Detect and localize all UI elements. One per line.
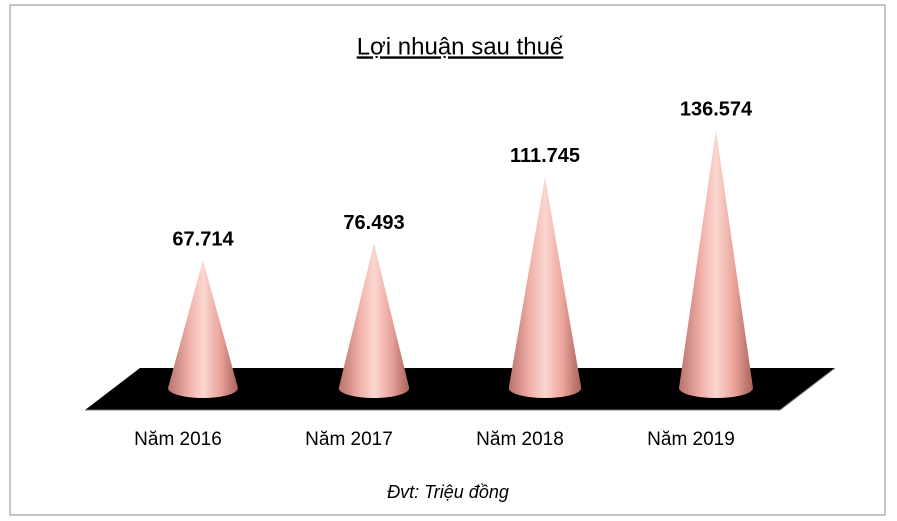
floor-edge bbox=[85, 367, 836, 411]
unit-note: Đvt: Triệu đồng bbox=[387, 482, 509, 502]
cone bbox=[679, 130, 753, 398]
x-tick-label: Năm 2018 bbox=[476, 429, 564, 450]
floor bbox=[85, 368, 835, 410]
series: 67.714 Năm 2016 76.493 Năm 2017 111.745 Năm 2… bbox=[134, 98, 753, 450]
value-label: 136.574 bbox=[680, 98, 753, 120]
chart-frame bbox=[9, 4, 886, 516]
cone bbox=[338, 243, 410, 398]
value-label: 67.714 bbox=[172, 228, 234, 250]
x-tick-label: Năm 2016 bbox=[134, 429, 222, 450]
value-label: 111.745 bbox=[510, 145, 580, 167]
x-tick-label: Năm 2019 bbox=[647, 429, 735, 450]
cone bbox=[168, 260, 238, 398]
cone bbox=[508, 176, 582, 398]
value-label: 76.493 bbox=[343, 212, 404, 234]
chart-title: Lợi nhuận sau thuế bbox=[357, 33, 564, 60]
x-tick-label: Năm 2017 bbox=[305, 429, 393, 450]
